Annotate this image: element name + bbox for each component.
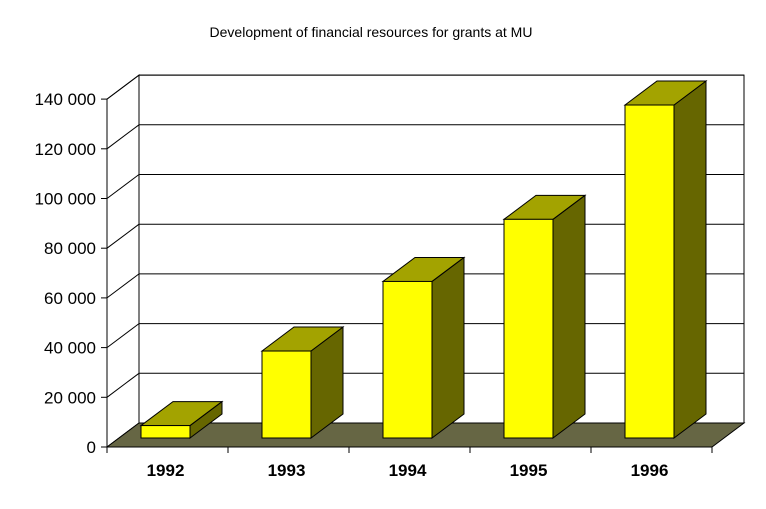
gridline-side xyxy=(106,74,140,100)
gridline-side xyxy=(106,124,140,150)
gridline-side xyxy=(106,174,140,199)
y-tick-label: 120 000 xyxy=(35,140,96,159)
x-tick-label: 1995 xyxy=(510,461,548,480)
y-tick-labels: 0 20 000 40 000 60 000 80 000 100 000 120 000 1… xyxy=(35,90,96,457)
x-tick-label: 1994 xyxy=(389,461,427,480)
y-tick-label: 60 000 xyxy=(44,289,96,308)
y-tick-label: 0 xyxy=(87,438,96,457)
x-tick-labels: 1992 1993 1994 1995 1996 xyxy=(147,461,669,480)
x-tick-label: 1996 xyxy=(631,461,669,480)
chart-title: Development of financial resources for g… xyxy=(209,24,533,40)
gridline-side xyxy=(106,372,140,398)
bar-front xyxy=(140,425,191,439)
bar-side xyxy=(673,80,707,439)
gridline-side xyxy=(106,223,140,249)
bars xyxy=(139,80,708,439)
bar xyxy=(381,256,466,439)
bar-front xyxy=(503,218,554,439)
x-tick-label: 1993 xyxy=(268,461,306,480)
bar xyxy=(139,400,224,439)
x-tick-label: 1992 xyxy=(147,461,185,480)
y-tick-label: 80 000 xyxy=(44,239,96,258)
bar-front xyxy=(382,280,433,439)
bar xyxy=(502,194,587,439)
bar-front xyxy=(261,350,312,439)
y-tick-label: 100 000 xyxy=(35,190,96,209)
side-wall xyxy=(106,74,140,448)
y-tick-label: 140 000 xyxy=(35,90,96,109)
gridline-side xyxy=(106,323,140,349)
bar-front xyxy=(624,104,675,439)
bar-side xyxy=(552,194,586,439)
y-tick-label: 40 000 xyxy=(44,339,96,358)
axes xyxy=(101,98,713,453)
y-tick-label: 20 000 xyxy=(44,388,96,407)
gridline-side xyxy=(106,273,140,299)
bar xyxy=(260,326,345,439)
bar-side xyxy=(431,256,465,439)
bar xyxy=(623,80,708,439)
